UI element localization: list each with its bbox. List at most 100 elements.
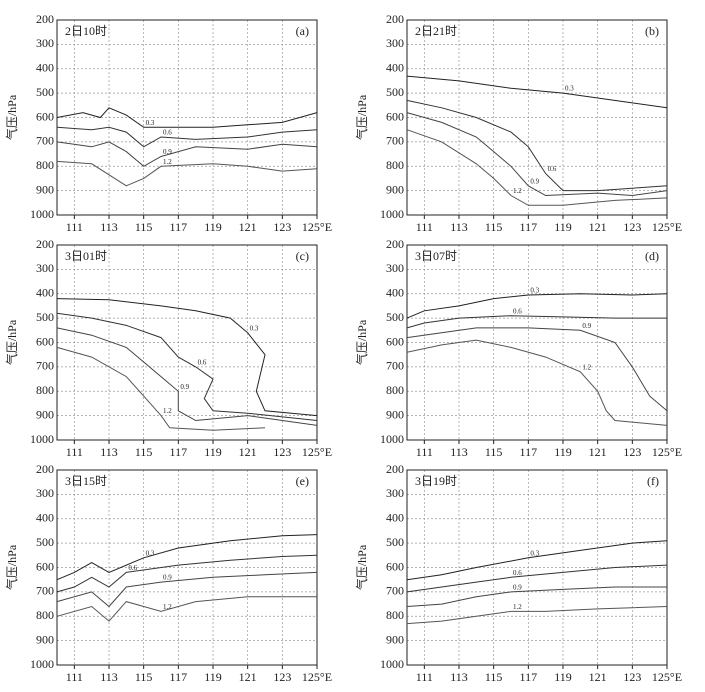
y-tick-label: 500 <box>36 85 54 99</box>
contour-label: 0.3 <box>146 119 155 127</box>
x-tick-label: 123 <box>623 670 641 684</box>
x-tick-label: 111 <box>416 445 433 459</box>
x-tick-label: 119 <box>554 670 572 684</box>
x-tick-label: 113 <box>450 445 468 459</box>
y-tick-label: 400 <box>386 61 404 75</box>
contour-label: 0.3 <box>565 85 574 93</box>
contour-line <box>406 99 668 192</box>
y-tick-label: 700 <box>386 584 404 598</box>
y-tick-label: 500 <box>36 310 54 324</box>
x-tick-label: 119 <box>554 445 572 459</box>
y-axis-label: 气压/hPa <box>4 94 19 140</box>
x-tick-label: 111 <box>66 670 83 684</box>
x-tick-label: 113 <box>100 220 118 234</box>
contour-label: 0.3 <box>250 324 259 332</box>
y-tick-label: 500 <box>36 535 54 549</box>
x-tick-label: 113 <box>100 445 118 459</box>
y-tick-label: 1000 <box>380 207 404 221</box>
contour-line <box>406 564 668 593</box>
panel-label: (c) <box>296 249 309 263</box>
x-tick-label: 121 <box>589 445 607 459</box>
plot-frame <box>56 244 318 441</box>
x-tick-label: 113 <box>450 670 468 684</box>
y-tick-label: 400 <box>36 286 54 300</box>
y-tick-label: 200 <box>386 462 404 476</box>
y-tick-label: 200 <box>386 12 404 26</box>
y-tick-label: 200 <box>36 12 54 26</box>
y-tick-label: 900 <box>386 632 404 646</box>
y-tick-label: 600 <box>36 334 54 348</box>
panel-title: 3日01时 <box>65 249 107 263</box>
x-tick-label: 115 <box>135 445 153 459</box>
x-tick-label: 113 <box>100 670 118 684</box>
contour-line <box>56 554 318 593</box>
y-tick-label: 200 <box>36 237 54 251</box>
y-tick-label: 400 <box>386 286 404 300</box>
x-tick-label: 123 <box>273 220 291 234</box>
contour-line <box>56 596 317 622</box>
contour-label: 1.2 <box>513 187 522 195</box>
plot-frame <box>406 244 668 441</box>
x-tick-label: 121 <box>589 220 607 234</box>
y-tick-label: 400 <box>36 511 54 525</box>
contour-label: 0.6 <box>548 165 557 173</box>
x-tick-label: 119 <box>204 220 222 234</box>
x-tick-label: 111 <box>416 670 433 684</box>
y-tick-label: 600 <box>386 109 404 123</box>
x-tick-label: 117 <box>170 670 188 684</box>
y-tick-label: 600 <box>386 559 404 573</box>
y-tick-label: 300 <box>36 261 54 275</box>
x-tick-label: 117 <box>170 445 188 459</box>
contour-label: 0.9 <box>180 383 189 391</box>
panel-title: 3日15时 <box>65 474 107 488</box>
x-tick-label: 119 <box>554 220 572 234</box>
panel-title: 2日21时 <box>415 24 457 38</box>
x-tick-label: 117 <box>170 220 188 234</box>
y-tick-label: 600 <box>36 559 54 573</box>
plot-frame <box>56 469 318 666</box>
plot-frame <box>406 469 668 666</box>
y-tick-label: 500 <box>386 85 404 99</box>
y-tick-label: 1000 <box>380 432 404 446</box>
x-tick-label: 117 <box>520 670 538 684</box>
contour-line <box>406 339 668 426</box>
x-tick-label: 119 <box>204 445 222 459</box>
x-tick-label: 121 <box>239 220 257 234</box>
y-tick-label: 1000 <box>30 657 54 671</box>
x-tick-label: 117 <box>520 445 538 459</box>
x-tick-label: 117 <box>520 220 538 234</box>
contour-line <box>56 327 318 426</box>
contour-label: 0.3 <box>146 549 155 557</box>
y-tick-label: 900 <box>36 182 54 196</box>
x-tick-label: 121 <box>239 670 257 684</box>
contour-line <box>406 540 668 581</box>
panel-label: (a) <box>296 24 309 38</box>
contour-label: 1.2 <box>513 603 522 611</box>
y-tick-label: 800 <box>36 158 54 172</box>
panel-label: (d) <box>645 249 659 263</box>
x-tick-label: 123 <box>623 445 641 459</box>
contour-label: 0.3 <box>530 549 539 557</box>
x-tick-label: 115 <box>485 670 503 684</box>
contour-label: 0.9 <box>530 177 539 185</box>
contour-line <box>406 586 667 607</box>
contour-label: 1.2 <box>582 363 591 371</box>
contour-line <box>56 312 318 421</box>
x-tick-label: 123 <box>273 445 291 459</box>
contour-line <box>56 346 266 431</box>
y-tick-label: 800 <box>36 608 54 622</box>
x-tick-label: 121 <box>239 445 257 459</box>
y-tick-label: 600 <box>36 109 54 123</box>
y-axis-label: 气压/hPa <box>354 94 369 140</box>
x-tick-label: 125°E <box>302 445 332 459</box>
x-tick-label: 111 <box>66 220 83 234</box>
panel-label: (b) <box>645 24 659 38</box>
contour-line <box>406 75 668 109</box>
y-tick-label: 800 <box>386 158 404 172</box>
y-tick-label: 800 <box>36 383 54 397</box>
x-tick-label: 111 <box>66 445 83 459</box>
panel-label: (e) <box>296 474 309 488</box>
y-axis-label: 气压/hPa <box>4 319 19 365</box>
y-tick-label: 800 <box>386 383 404 397</box>
